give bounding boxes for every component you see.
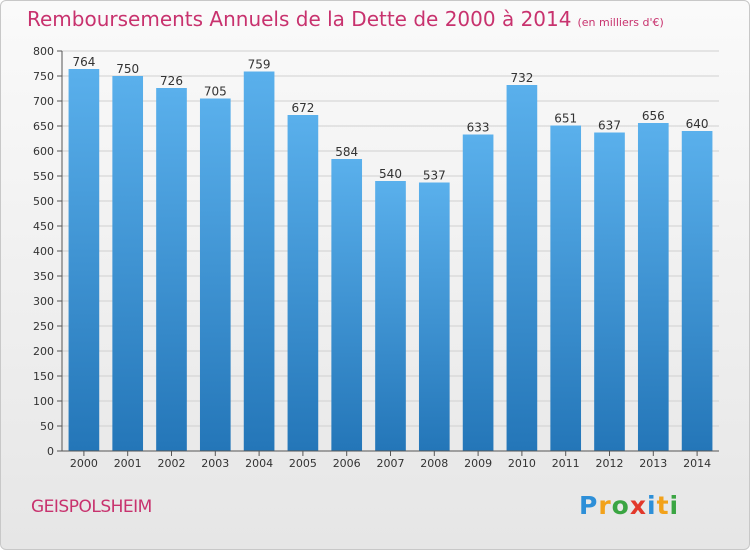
bar-2001: [112, 76, 144, 451]
x-tick-label-2002: 2002: [158, 457, 186, 470]
bar-2003: [199, 98, 231, 451]
town-name: GEISPOLSHEIM: [31, 497, 152, 517]
bar-2002: [156, 88, 187, 451]
x-tick-label-2003: 2003: [201, 457, 229, 470]
data-label-2010: 732: [510, 71, 533, 85]
y-tick-label: 50: [40, 420, 54, 433]
bar-2009: [462, 134, 494, 451]
data-label-2005: 672: [291, 101, 314, 115]
chart-title-row: Remboursements Annuels de la Dette de 20…: [27, 7, 664, 31]
data-label-2006: 584: [335, 145, 358, 159]
y-axis: 0 50 100 150 200 250 300 350 400 450 500 550 600 650 7…: [33, 45, 63, 458]
bar-2006: [331, 159, 363, 451]
x-tick-label-2014: 2014: [683, 457, 711, 470]
data-label-2009: 633: [467, 121, 490, 135]
x-tick-label-2010: 2010: [508, 457, 536, 470]
y-tick-label: 450: [33, 220, 54, 233]
bar-2012: [594, 132, 625, 451]
x-tick-label-2009: 2009: [464, 457, 492, 470]
x-tick-label-2008: 2008: [420, 457, 448, 470]
bar-2004: [243, 71, 275, 451]
x-tick-label-2013: 2013: [639, 457, 667, 470]
data-label-2008: 537: [423, 169, 446, 183]
data-label-2003: 705: [204, 85, 227, 99]
y-tick-label: 200: [33, 345, 54, 358]
data-label-2013: 656: [642, 109, 665, 123]
y-tick-label: 600: [33, 145, 54, 158]
bar-2005: [287, 115, 319, 451]
data-label-2011: 651: [554, 112, 577, 126]
x-tick-label-2001: 2001: [114, 457, 142, 470]
y-tick-label: 350: [33, 270, 54, 283]
bar-2008: [418, 182, 450, 451]
data-label-2014: 640: [686, 117, 709, 131]
data-label-2002: 726: [160, 74, 183, 88]
data-label-2012: 637: [598, 119, 621, 133]
y-tick-label: 250: [33, 320, 54, 333]
x-tick-label-2006: 2006: [333, 457, 361, 470]
bar-2000: [68, 69, 100, 451]
proxiti-logo[interactable]: Proxiti: [579, 491, 680, 520]
bar-2007: [375, 181, 406, 451]
bar-2011: [550, 125, 582, 451]
bar-2010: [506, 85, 538, 451]
bars: [68, 69, 713, 451]
y-tick-label: 400: [33, 245, 54, 258]
y-tick-label: 300: [33, 295, 54, 308]
bar-2014: [681, 131, 713, 451]
x-tick-label-2004: 2004: [245, 457, 273, 470]
y-tick-label: 0: [47, 445, 54, 458]
data-label-2000: 764: [72, 55, 95, 69]
y-tick-label: 800: [33, 45, 54, 58]
x-tick-label-2005: 2005: [289, 457, 317, 470]
x-tick-label-2000: 2000: [70, 457, 98, 470]
x-tick-label-2012: 2012: [596, 457, 624, 470]
data-label-2007: 540: [379, 167, 402, 181]
x-axis: 2000 2001 2002 2003 2004 2005 2006 2007 2008 2009…: [62, 450, 719, 470]
data-labels: 764 750 726 705 759 672 584 540 537 633 732 651 637 6…: [72, 55, 708, 183]
bar-2013: [637, 123, 669, 451]
x-tick-label-2007: 2007: [377, 457, 405, 470]
chart-unit: (en milliers d'€): [577, 16, 664, 29]
data-label-2004: 759: [248, 58, 271, 72]
data-label-2001: 750: [116, 62, 139, 76]
chart-title: Remboursements Annuels de la Dette de 20…: [27, 7, 572, 31]
y-tick-label: 550: [33, 170, 54, 183]
y-tick-label: 100: [33, 395, 54, 408]
x-tick-label-2011: 2011: [552, 457, 580, 470]
y-tick-label: 700: [33, 95, 54, 108]
y-tick-label: 750: [33, 70, 54, 83]
y-tick-label: 650: [33, 120, 54, 133]
y-tick-label: 150: [33, 370, 54, 383]
y-tick-label: 500: [33, 195, 54, 208]
